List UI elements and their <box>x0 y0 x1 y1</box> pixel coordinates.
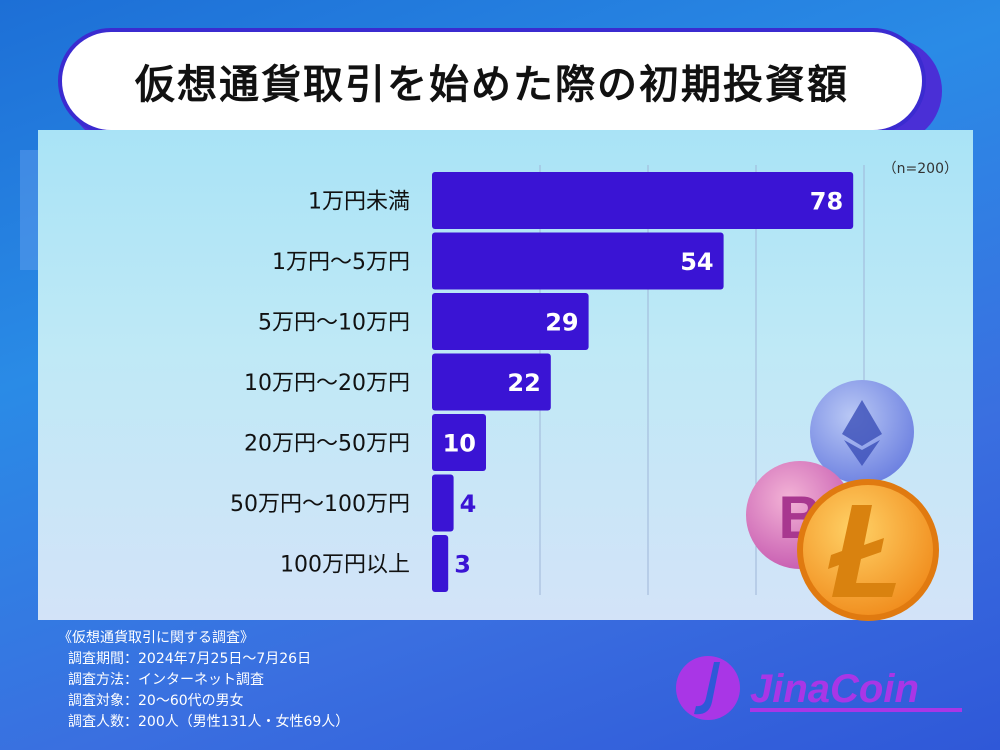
logo-underline <box>750 708 962 712</box>
ethereum-symbol-icon <box>842 400 882 466</box>
bar <box>432 414 486 471</box>
bar <box>432 172 854 229</box>
value-label: 3 <box>454 551 471 579</box>
bar <box>432 353 551 411</box>
value-label: 22 <box>507 369 540 397</box>
coin-illustration: B <box>746 380 939 621</box>
category-label: 1万円〜5万円 <box>272 250 410 275</box>
bar <box>432 232 724 290</box>
bar <box>432 293 589 350</box>
title-box: 仮想通貨取引を始めた際の初期投資額 <box>58 28 926 134</box>
bar <box>432 474 454 532</box>
category-label: 10万円〜20万円 <box>244 371 410 396</box>
survey-info: 《仮想通貨取引に関する調査》 調査期間：2024年7月25日〜7月26日 調査方… <box>58 628 349 733</box>
survey-count: 調査人数：200人（男性131人・女性69人） <box>68 714 350 730</box>
value-label: 54 <box>680 248 713 276</box>
value-label: 4 <box>460 490 477 518</box>
category-label: 100万円以上 <box>280 553 410 578</box>
chart-title: 仮想通貨取引を始めた際の初期投資額 <box>135 62 849 108</box>
category-label: 50万円〜100万円 <box>230 492 410 517</box>
survey-period: 調査期間：2024年7月25日〜7月26日 <box>68 651 312 667</box>
logo-mark-icon <box>676 656 740 720</box>
category-label: 5万円〜10万円 <box>258 311 410 336</box>
value-label: 78 <box>810 188 843 216</box>
survey-target: 調査対象：20〜60代の男女 <box>68 693 244 709</box>
chart-bars: 1万円未満 78 1万円〜5万円 54 5万円〜10万円 29 10万円〜20万円 22 20万… <box>230 172 854 592</box>
value-label: 29 <box>545 309 578 337</box>
survey-method: 調査方法：インターネット調査 <box>68 672 264 688</box>
category-label: 20万円〜50万円 <box>244 432 410 457</box>
logo-j-shape-icon <box>694 662 720 715</box>
category-label: 1万円未満 <box>308 190 410 215</box>
value-label: 10 <box>443 430 476 458</box>
sample-size-note: （n=200） <box>882 161 958 177</box>
litecoin-symbol-icon <box>828 505 896 597</box>
jinacoin-logo: JinaCoin <box>676 656 962 720</box>
logo-wordmark: JinaCoin <box>750 667 919 711</box>
survey-heading: 《仮想通貨取引に関する調査》 <box>58 630 254 646</box>
bar <box>432 535 449 592</box>
